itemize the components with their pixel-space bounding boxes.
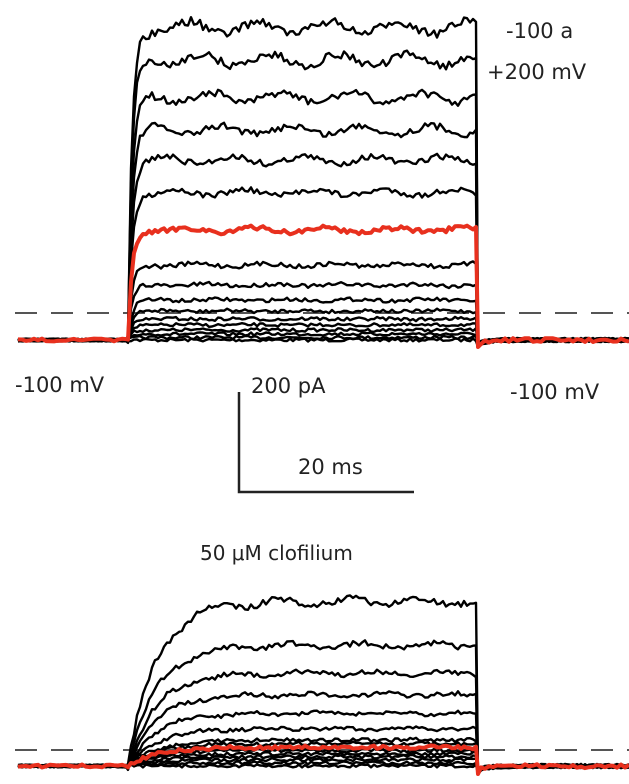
panel-control: -100 mV -100 mV -100 a +200 mV <box>15 16 629 404</box>
scale-bar-current-label: 200 pA <box>251 374 326 398</box>
clofilium-panel-title: 50 μM clofilium <box>200 541 353 565</box>
scale-bar-lines <box>237 392 414 494</box>
scale-bar: 200 pA 20 ms <box>237 374 414 494</box>
current-trace <box>18 186 629 349</box>
current-traces-control <box>17 16 629 349</box>
step-range-label-bottom: +200 mV <box>487 60 587 84</box>
current-trace-highlight <box>17 223 629 349</box>
return-potential-label: -100 mV <box>510 380 600 404</box>
scale-bar-time-label: 20 ms <box>298 455 363 479</box>
current-trace <box>17 88 629 349</box>
panel-clofilium: 50 μM clofilium <box>15 541 629 776</box>
current-trace-highlight <box>17 743 629 776</box>
step-range-label-top: -100 a <box>506 19 573 43</box>
current-traces-clofilium <box>17 594 629 776</box>
holding-potential-label: -100 mV <box>15 373 105 397</box>
